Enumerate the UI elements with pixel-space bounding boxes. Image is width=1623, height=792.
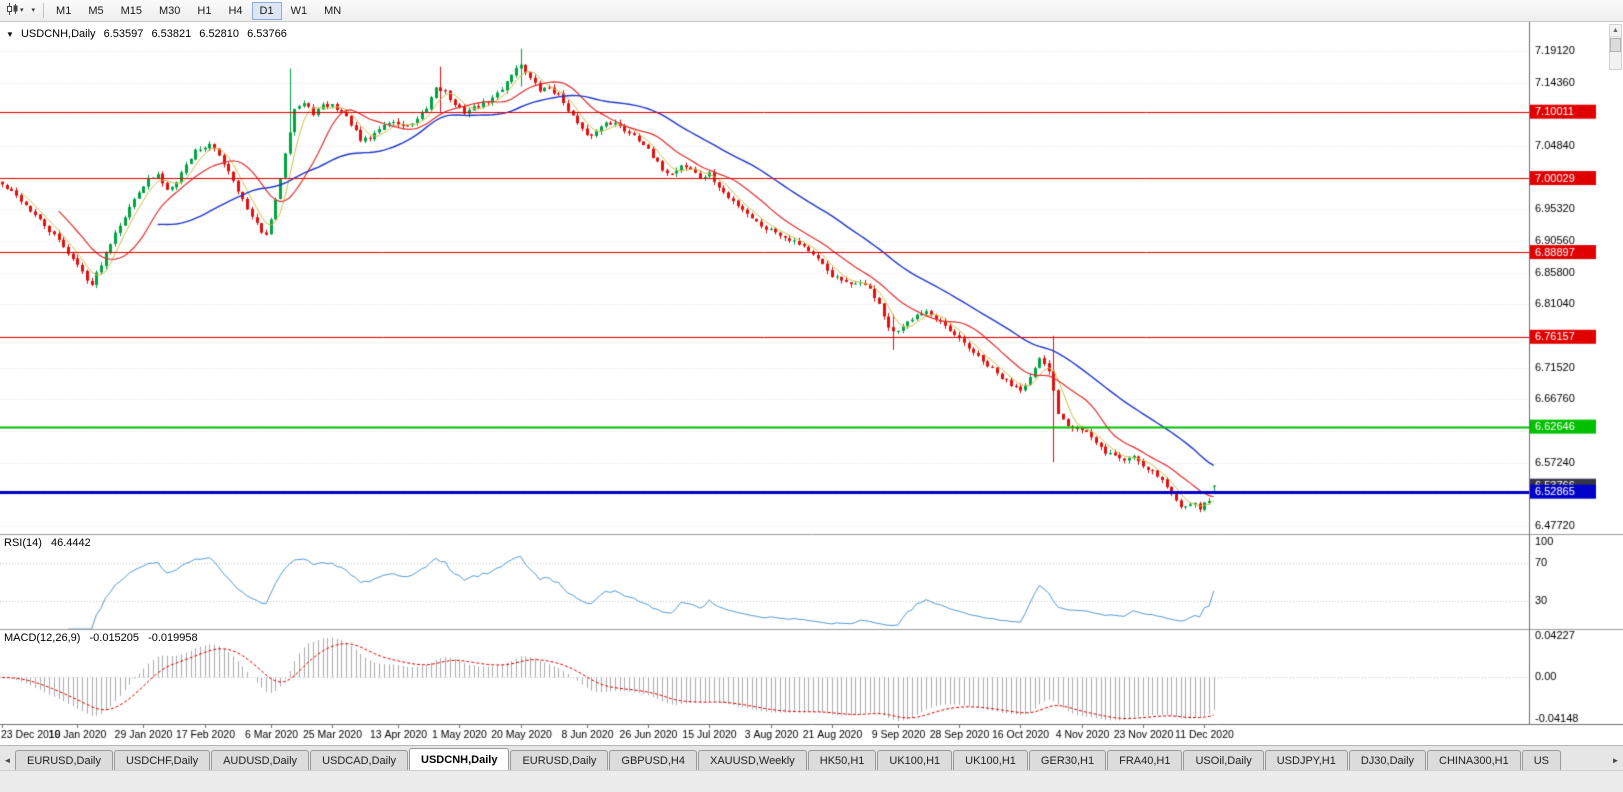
- timeframe-button-m15[interactable]: M15: [113, 2, 150, 20]
- timeframe-button-m1[interactable]: M1: [48, 2, 79, 20]
- chart-tab-audusd-daily[interactable]: AUDUSD,Daily: [211, 750, 310, 770]
- chart-tab-ger30-h1[interactable]: GER30,H1: [1028, 750, 1107, 770]
- chart-tabs: EURUSD,Daily USDCHF,Daily AUDUSD,Daily USDC…: [15, 748, 1608, 770]
- candlestick-chart-icon: [7, 3, 18, 18]
- chart-tab-uk100-h1[interactable]: UK100,H1: [877, 750, 953, 770]
- symbol-period-label: USDCNH,Daily: [20, 28, 96, 40]
- timeframe-button-h1[interactable]: H1: [189, 2, 219, 20]
- macd-indicator-label: MACD(12,26,9) -0.015205 -0.019958: [4, 632, 204, 644]
- timeframe-button-h4[interactable]: H4: [220, 2, 250, 20]
- timeframe-button-m30[interactable]: M30: [151, 2, 188, 20]
- rsi-indicator-label: RSI(14) 46.4442: [4, 537, 97, 549]
- chart-ohlc-header: ▼ USDCNH,Daily 6.53597 6.53821 6.52810 6…: [6, 28, 292, 40]
- chart-tab-usoil-daily[interactable]: USOil,Daily: [1183, 750, 1264, 770]
- tab-scroll-left-icon[interactable]: ◄: [3, 755, 12, 765]
- rsi-value: 46.4442: [50, 537, 91, 549]
- chart-type-menu-button[interactable]: ▾: [3, 2, 28, 20]
- chart-tab-usdcad-daily[interactable]: USDCAD,Daily: [310, 750, 409, 770]
- timeframe-button-m5[interactable]: M5: [80, 2, 111, 20]
- macd-signal-value: -0.019958: [148, 632, 198, 644]
- timeframe-button-d1[interactable]: D1: [251, 1, 282, 20]
- chart-tab-fra40-h1[interactable]: FRA40,H1: [1107, 750, 1183, 770]
- chart-vertical-scrollbar[interactable]: ▲: [1609, 24, 1622, 70]
- rsi-name: RSI(14): [4, 537, 42, 549]
- collapse-arrow-icon[interactable]: ▼: [6, 30, 14, 39]
- tab-scroll-right-icon[interactable]: ►: [1611, 755, 1620, 765]
- toolbar-separator: [43, 3, 45, 18]
- chart-tab-eurusd-daily[interactable]: EURUSD,Daily: [510, 750, 609, 770]
- chart-tab-hk50-h1[interactable]: HK50,H1: [807, 750, 877, 770]
- timeframe-buttons-group: M1 M5 M15 M30 H1 H4 D1 W1 MN: [48, 1, 349, 20]
- macd-main-value: -0.015205: [89, 632, 140, 644]
- price-chart-canvas[interactable]: [0, 22, 1623, 745]
- high-value: 6.53821: [151, 28, 192, 40]
- chart-tab-eurusd-daily[interactable]: EURUSD,Daily: [15, 750, 113, 770]
- chart-tab-uk100-h1[interactable]: UK100,H1: [953, 750, 1028, 770]
- open-value: 6.53597: [103, 28, 144, 40]
- macd-name: MACD(12,26,9): [4, 632, 81, 644]
- scrollbar-thumb[interactable]: [1610, 38, 1621, 52]
- zoom-menu-button[interactable]: ▾: [28, 2, 40, 20]
- status-bar: [0, 770, 1623, 792]
- close-value: 6.53766: [247, 28, 287, 40]
- chart-tab-china300-h1[interactable]: CHINA300,H1: [1427, 750, 1521, 770]
- scroll-up-icon[interactable]: ▲: [1610, 25, 1621, 37]
- chart-tab-usdcnh-daily[interactable]: USDCNH,Daily: [409, 748, 510, 770]
- chart-tab-xauusd-weekly[interactable]: XAUUSD,Weekly: [697, 750, 807, 770]
- chevron-down-icon: ▾: [20, 7, 24, 14]
- chart-tab-gbpusd-h4[interactable]: GBPUSD,H4: [609, 750, 697, 770]
- chart-tab-bar: ◄ EURUSD,Daily USDCHF,Daily AUDUSD,Daily US…: [0, 745, 1623, 770]
- timeframe-button-mn[interactable]: MN: [316, 2, 349, 20]
- chevron-down-icon: ▾: [31, 7, 36, 14]
- chart-tab-us[interactable]: US: [1521, 750, 1561, 770]
- low-value: 6.52810: [199, 28, 240, 40]
- chart-tab-usdjpy-h1[interactable]: USDJPY,H1: [1264, 750, 1348, 770]
- timeframe-button-w1[interactable]: W1: [283, 2, 316, 20]
- chart-tab-usdchf-daily[interactable]: USDCHF,Daily: [113, 750, 211, 770]
- timeframe-toolbar: ▾ ▾ M1 M5 M15 M30 H1 H4 D1 W1 MN: [0, 0, 1623, 22]
- chart-tab-dj30-daily[interactable]: DJ30,Daily: [1348, 750, 1427, 770]
